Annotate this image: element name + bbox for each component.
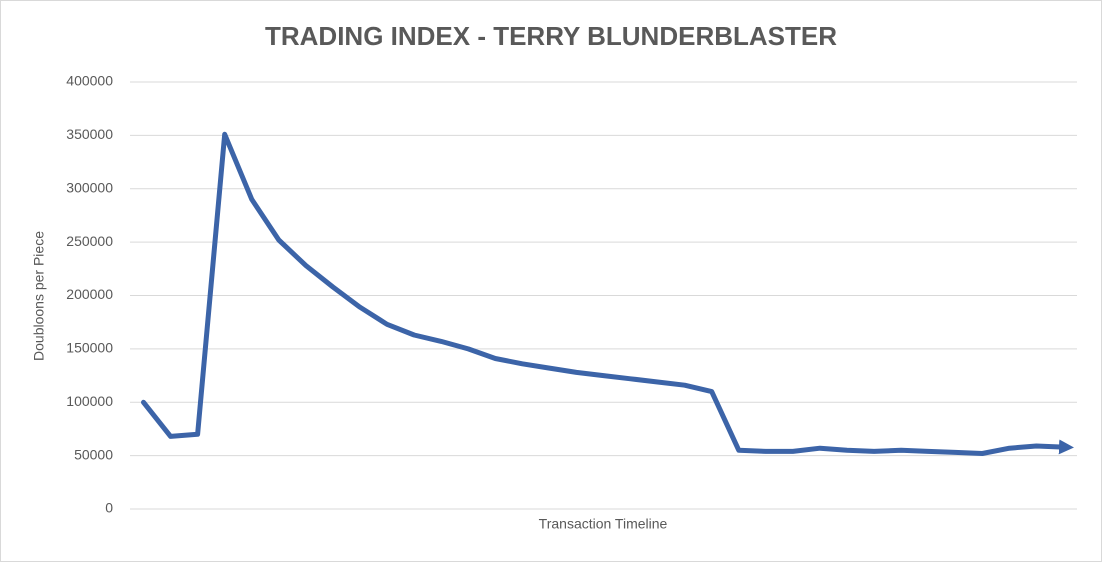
y-tick-label: 0 xyxy=(105,500,113,516)
x-axis-title: Transaction Timeline xyxy=(539,516,668,532)
y-tick-label: 150000 xyxy=(66,340,113,356)
y-tick-label: 250000 xyxy=(66,233,113,249)
y-axis-title: Doubloons per Piece xyxy=(31,231,47,361)
y-tick-label: 200000 xyxy=(66,286,113,302)
y-tick-label: 350000 xyxy=(66,126,113,142)
chart-title: TRADING INDEX - TERRY BLUNDERBLASTER xyxy=(265,21,837,51)
y-tick-label: 300000 xyxy=(66,179,113,195)
data-line xyxy=(141,131,1074,456)
y-tick-label: 400000 xyxy=(66,73,113,89)
y-tick-label: 100000 xyxy=(66,393,113,409)
y-tick-label: 50000 xyxy=(74,446,113,462)
